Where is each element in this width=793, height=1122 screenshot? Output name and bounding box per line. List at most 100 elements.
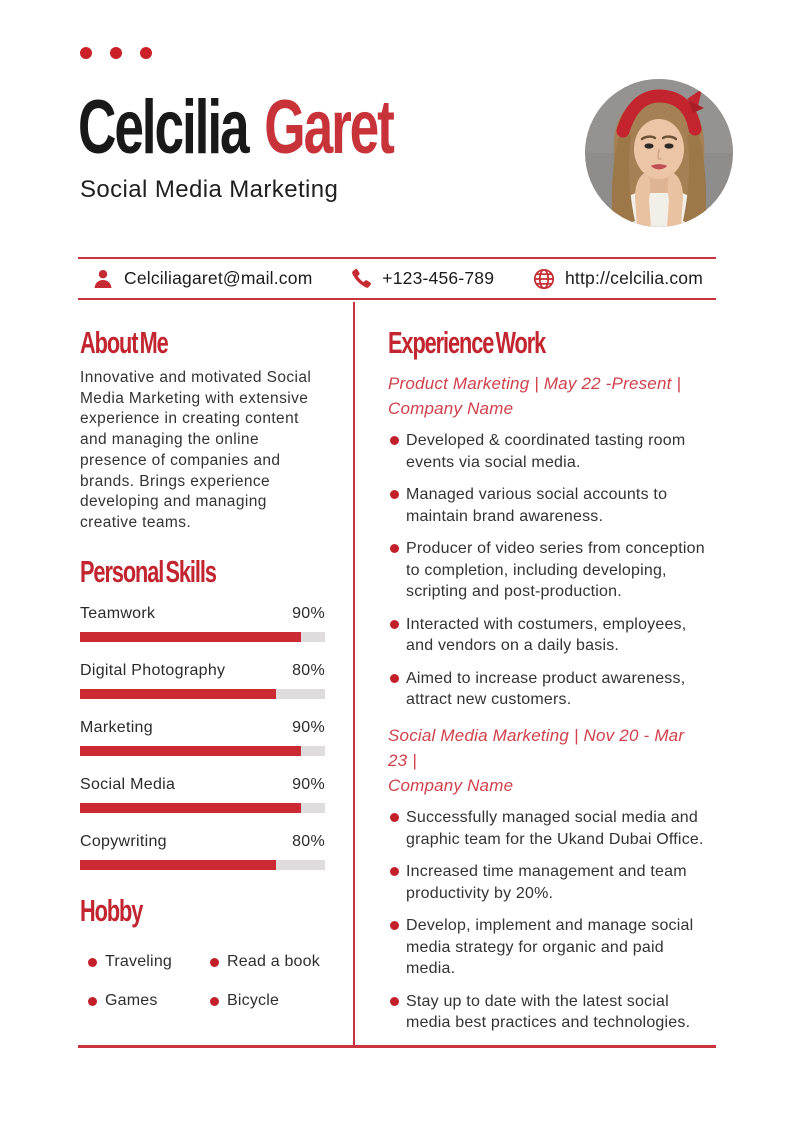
skill-label: Digital Photography — [80, 662, 226, 679]
skill-row: Copywriting 80% — [80, 833, 325, 870]
experience-bullet: Increased time management and team produc… — [390, 861, 708, 904]
decorative-dots — [80, 47, 152, 59]
contact-bar: Celciliagaret@mail.com +123-456-789 http… — [78, 257, 716, 300]
hobby-item: Traveling — [80, 953, 202, 971]
dot-icon — [80, 47, 92, 59]
bullet-text: Increased time management and team produc… — [406, 863, 687, 902]
bullet-icon — [210, 957, 219, 967]
contact-phone-text: +123-456-789 — [382, 268, 495, 288]
hobby-item: Games — [80, 992, 202, 1010]
column-divider — [353, 302, 355, 1046]
skill-bar-fill — [80, 689, 276, 699]
avatar-graphic — [585, 79, 733, 227]
experience-bullet: Managed various social accounts to mainta… — [390, 484, 708, 527]
experience-job: Social Media Marketing | Nov 20 - Mar 23… — [388, 723, 708, 1034]
hobby-item-label: Bicycle — [227, 992, 280, 1009]
hobby-item-label: Games — [105, 992, 158, 1009]
bullet-icon — [390, 867, 399, 876]
bullet-text: Successfully managed social media and gra… — [406, 809, 704, 848]
skill-percent: 80% — [292, 662, 325, 679]
bullet-text: Developed & coordinated tasting room even… — [406, 432, 686, 471]
experience-bullet: Successfully managed social media and gra… — [390, 807, 708, 850]
job-heading: Product Marketing | May 22 -Present | Com… — [388, 374, 682, 418]
bullet-text: Develop, implement and manage social medi… — [406, 917, 694, 977]
experience-jobs: Product Marketing | May 22 -Present | Com… — [388, 371, 708, 1034]
about-title: About Me — [80, 325, 169, 360]
bullet-text: Aimed to increase product awareness, attr… — [406, 669, 686, 709]
skill-bar-track — [80, 803, 325, 813]
skill-label: Social Media — [80, 776, 176, 793]
profile-photo — [585, 79, 733, 227]
job-subtitle: Social Media Marketing — [80, 176, 339, 203]
last-name: Garet — [264, 85, 395, 170]
dot-icon — [140, 47, 152, 59]
contact-email-text: Celciliagaret@mail.com — [124, 268, 313, 288]
bullet-text: Stay up to date with the latest social me… — [406, 992, 691, 1032]
skills-title: Personal Skills — [80, 554, 217, 589]
job-bullets: Successfully managed social media and gra… — [388, 807, 708, 1034]
hobby-item-label: Read a book — [227, 953, 320, 970]
skill-bar-fill — [80, 860, 276, 870]
skill-bar-track — [80, 860, 325, 870]
skill-row: Digital Photography 80% — [80, 662, 325, 699]
person-name: Celcilia Garet — [78, 90, 395, 166]
bullet-icon — [88, 957, 97, 967]
skill-label: Marketing — [80, 719, 153, 736]
section-experience: Experience Work Product Marketing | May … — [388, 327, 708, 1045]
contact-email: Celciliagaret@mail.com — [92, 268, 312, 290]
dot-icon — [110, 47, 122, 59]
hobby-item: Read a book — [202, 953, 335, 971]
skill-bar-fill — [80, 632, 301, 642]
skills-list: Teamwork 90% Digital Photography 80% Mar… — [80, 605, 325, 890]
skill-row: Marketing 90% — [80, 719, 325, 756]
about-text: Innovative and motivated Social Media Mar… — [80, 369, 312, 531]
hobby-title: Hobby — [80, 893, 143, 928]
bullet-icon — [390, 490, 399, 499]
bullet-icon — [390, 544, 399, 553]
skill-bar-track — [80, 632, 325, 642]
skill-percent: 90% — [292, 719, 325, 736]
skill-label: Copywriting — [80, 833, 167, 850]
experience-bullet: Develop, implement and manage social medi… — [390, 915, 708, 980]
skill-percent: 90% — [292, 776, 325, 793]
experience-bullet: Producer of video series from conception… — [390, 538, 708, 603]
contact-phone: +123-456-789 — [351, 268, 494, 289]
bullet-icon — [390, 921, 399, 930]
bullet-icon — [210, 996, 219, 1006]
experience-job: Product Marketing | May 22 -Present | Com… — [388, 371, 708, 711]
hobby-list: Traveling Read a book Games Bicycle — [80, 953, 335, 1010]
hobby-item-label: Traveling — [105, 953, 173, 970]
contact-website-text: http://celcilia.com — [564, 268, 703, 288]
contact-website: http://celcilia.com — [533, 268, 703, 290]
skill-row: Teamwork 90% — [80, 605, 325, 642]
skill-percent: 90% — [292, 605, 325, 622]
job-bullets: Developed & coordinated tasting room even… — [388, 430, 708, 711]
experience-bullet: Aimed to increase product awareness, attr… — [390, 668, 708, 711]
experience-bullet: Developed & coordinated tasting room even… — [390, 430, 708, 473]
skill-label: Teamwork — [80, 605, 156, 622]
bullet-text: Producer of video series from conception… — [406, 540, 705, 600]
bullet-icon — [390, 436, 399, 445]
skill-percent: 80% — [292, 833, 325, 850]
first-name: Celcilia — [78, 85, 250, 170]
bullet-icon — [390, 619, 399, 629]
phone-icon — [352, 268, 372, 288]
job-heading: Social Media Marketing | Nov 20 - Mar 23… — [388, 726, 685, 795]
bullet-icon — [390, 673, 399, 683]
globe-icon — [533, 268, 555, 289]
bullet-text: Managed various social accounts to mainta… — [406, 486, 668, 525]
skill-bar-fill — [80, 803, 301, 813]
skill-row: Social Media 90% — [80, 776, 325, 813]
bullet-icon — [390, 996, 399, 1006]
bullet-text: Interacted with costumers, employees, and… — [406, 615, 687, 655]
experience-bullet: Stay up to date with the latest social me… — [390, 991, 708, 1034]
skill-bar-track — [80, 689, 325, 699]
skill-bar-fill — [80, 746, 301, 756]
experience-bullet: Interacted with costumers, employees, and… — [390, 614, 708, 657]
person-icon — [94, 269, 112, 288]
hobby-item: Bicycle — [202, 992, 335, 1010]
bullet-icon — [88, 996, 97, 1006]
bullet-icon — [390, 813, 399, 822]
skill-bar-track — [80, 746, 325, 756]
